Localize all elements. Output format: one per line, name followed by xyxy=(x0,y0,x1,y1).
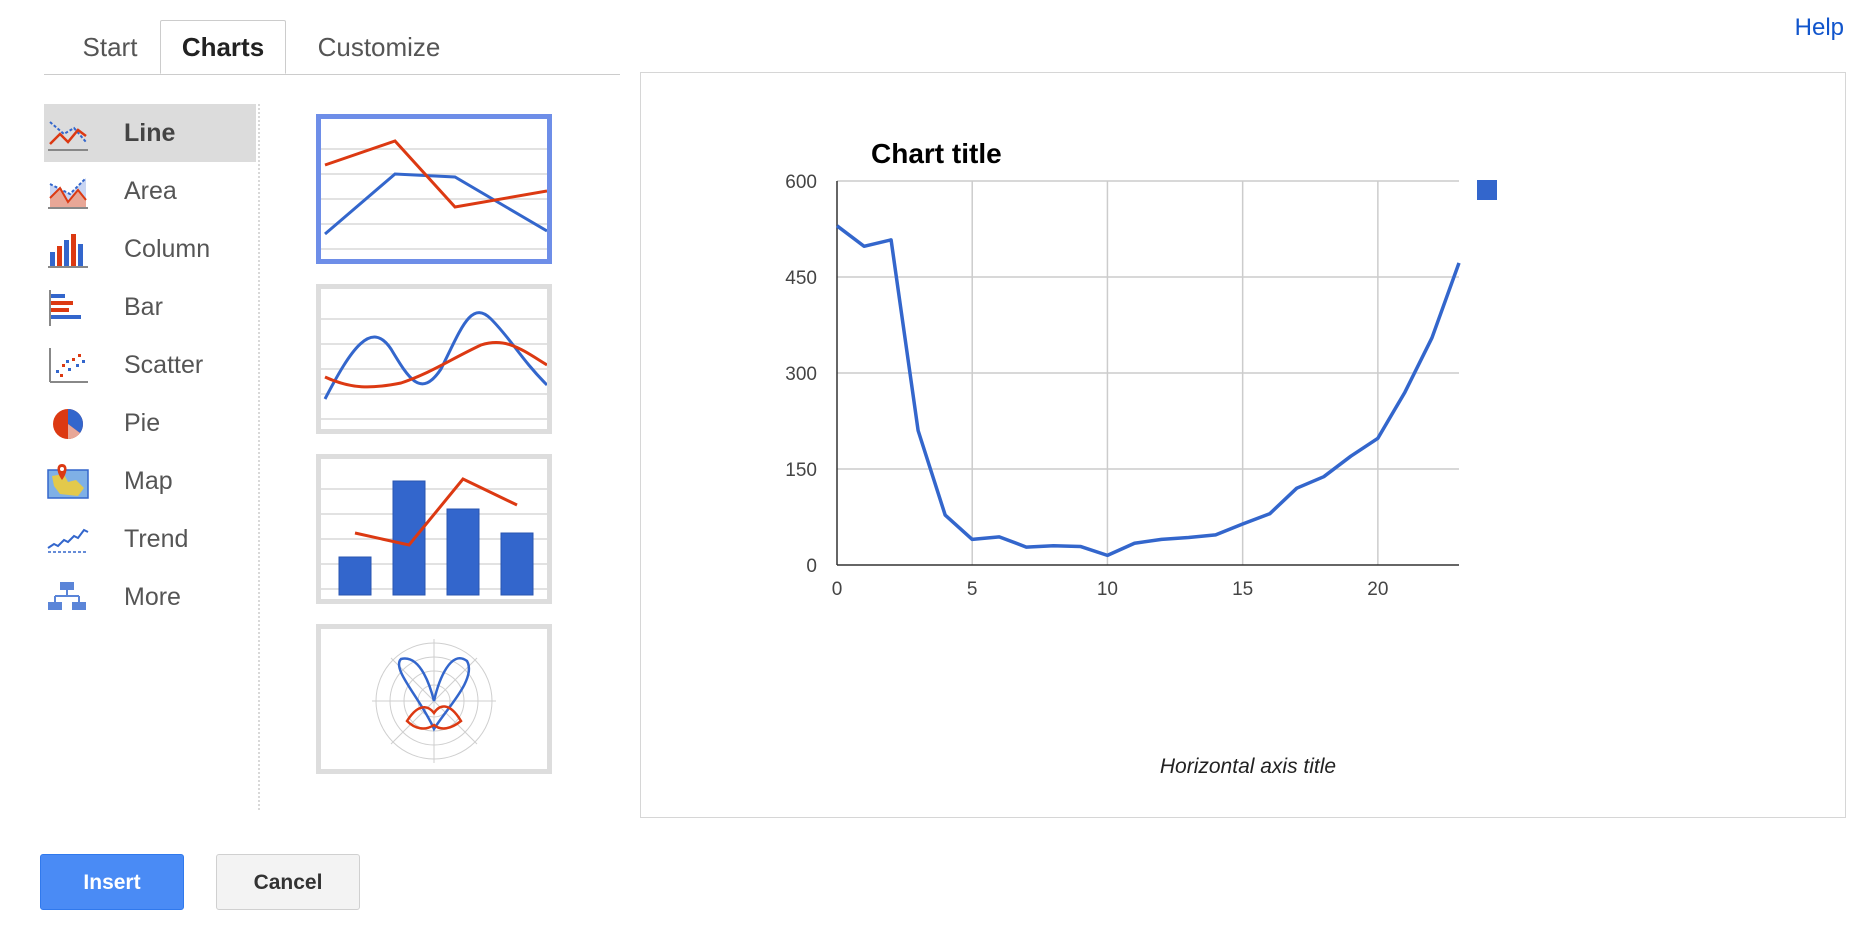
x-tick-label: 10 xyxy=(1097,579,1118,600)
chart-title: Chart title xyxy=(871,138,1002,169)
line-straight-thumbnail[interactable] xyxy=(316,114,552,264)
chart-type-bar[interactable]: Bar xyxy=(44,278,256,336)
chart-type-label: Line xyxy=(124,119,176,147)
chart-type-label: Bar xyxy=(124,293,163,321)
y-tick-label: 300 xyxy=(785,364,817,385)
chart-type-label: Scatter xyxy=(124,351,204,379)
y-tick-label: 0 xyxy=(806,556,817,577)
tab-charts[interactable]: Charts xyxy=(160,20,286,74)
tab-start[interactable]: Start xyxy=(82,32,138,62)
more-charts-icon xyxy=(48,582,86,610)
trend-chart-icon xyxy=(47,528,89,553)
combo-column-line-thumbnail[interactable] xyxy=(316,454,552,604)
chart-type-label: Column xyxy=(124,235,211,263)
x-tick-label: 5 xyxy=(967,579,978,600)
chart-type-label: Trend xyxy=(124,525,189,553)
chart-type-column[interactable]: Column xyxy=(44,220,256,278)
legend-swatch xyxy=(1477,180,1497,200)
chart-type-list: Line Area Column Bar xyxy=(44,104,260,810)
bar-chart-icon xyxy=(49,290,81,326)
chart-type-area[interactable]: Area xyxy=(44,162,256,220)
tab-customize[interactable]: Customize xyxy=(317,32,441,62)
map-chart-icon xyxy=(47,464,89,499)
y-tick-label: 450 xyxy=(785,268,817,289)
cancel-button[interactable]: Cancel xyxy=(216,854,360,910)
chart-type-map[interactable]: Map xyxy=(44,452,256,510)
line-chart-icon xyxy=(48,121,88,151)
line-smooth-thumbnail[interactable] xyxy=(316,284,552,434)
column-chart-icon xyxy=(48,234,88,268)
chart-type-pie[interactable]: Pie xyxy=(44,394,256,452)
y-tick-label: 150 xyxy=(785,460,817,481)
chart-type-more[interactable]: More xyxy=(44,568,256,626)
chart-editor-tabs: Start Charts Customize xyxy=(44,20,620,75)
pie-chart-icon xyxy=(53,409,83,439)
x-axis-title: Horizontal axis title xyxy=(1160,755,1336,778)
chart-type-label: Area xyxy=(124,177,177,205)
chart-type-line[interactable]: Line xyxy=(44,104,256,162)
chart-type-label: Map xyxy=(124,467,173,495)
help-link[interactable]: Help xyxy=(1794,14,1844,41)
x-tick-label: 0 xyxy=(832,579,843,600)
chart-type-trend[interactable]: Trend xyxy=(44,510,256,568)
line-chart: Chart title Horizontal axis title 015030… xyxy=(785,138,1497,778)
y-tick-label: 600 xyxy=(785,172,817,193)
chart-type-label: More xyxy=(124,583,181,611)
insert-button[interactable]: Insert xyxy=(40,854,184,910)
chart-preview: Chart title Horizontal axis title 0 150 30… xyxy=(640,72,1846,818)
scatter-chart-icon xyxy=(49,348,88,383)
x-tick-label: 20 xyxy=(1367,579,1388,600)
chart-type-label: Pie xyxy=(124,409,161,437)
radar-thumbnail[interactable] xyxy=(316,624,552,774)
chart-type-scatter[interactable]: Scatter xyxy=(44,336,256,394)
series-line xyxy=(835,224,1461,558)
x-tick-label: 15 xyxy=(1232,579,1253,600)
area-chart-icon xyxy=(48,177,88,209)
